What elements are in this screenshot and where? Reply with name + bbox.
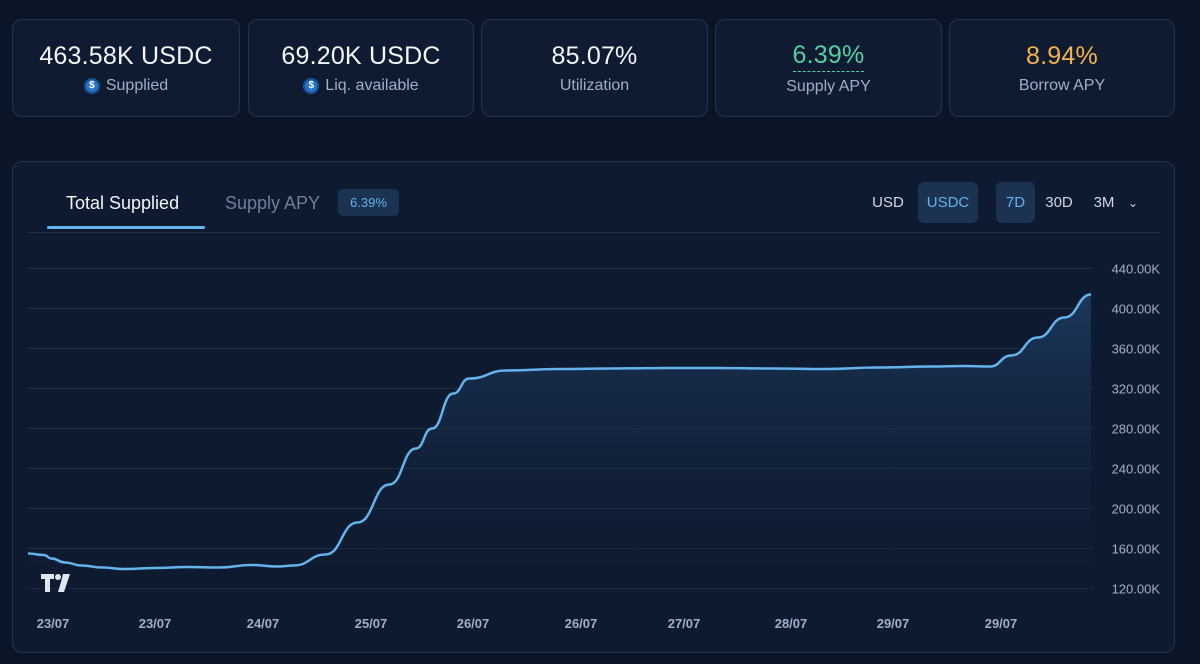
x-tick-label: 24/07 bbox=[247, 616, 280, 631]
range-30d-button[interactable]: 30D bbox=[1045, 194, 1073, 211]
stat-label: Supplied bbox=[105, 76, 169, 94]
stat-label: Borrow APY bbox=[1018, 76, 1106, 94]
x-axis: 23/07 23/07 24/07 25/07 26/07 26/07 27/07 28/07… bbox=[37, 616, 1018, 631]
stat-card-utilization: 85.07% Utilization bbox=[481, 19, 708, 117]
stat-card-borrow-apy: 8.94% Borrow APY bbox=[949, 19, 1175, 117]
x-tick-label: 29/07 bbox=[985, 616, 1018, 631]
y-tick-label: 440.00K bbox=[1112, 262, 1161, 277]
stat-value: 69.20K USDC bbox=[281, 41, 441, 70]
stat-label: Liq. available bbox=[325, 76, 419, 94]
chart-panel: Total Supplied Supply APY 6.39% USD USDC… bbox=[12, 161, 1175, 653]
tradingview-logo bbox=[41, 574, 70, 592]
y-tick-label: 120.00K bbox=[1112, 582, 1161, 597]
chart-svg: 120.00K 160.00K 200.00K 240.00K 280.00K 320.0… bbox=[27, 262, 1161, 631]
usdc-icon: $ bbox=[83, 77, 100, 94]
y-tick-label: 280.00K bbox=[1112, 422, 1161, 437]
y-tick-label: 360.00K bbox=[1112, 342, 1161, 357]
x-tick-label: 26/07 bbox=[565, 616, 598, 631]
area-fill bbox=[28, 294, 1091, 589]
tab-total-supplied[interactable]: Total Supplied bbox=[66, 193, 180, 213]
range-7d-button[interactable]: 7D bbox=[996, 182, 1035, 223]
x-tick-label: 23/07 bbox=[37, 616, 70, 631]
tab-supply-apy[interactable]: Supply APY bbox=[225, 193, 321, 213]
stat-value: 463.58K USDC bbox=[39, 41, 213, 70]
y-tick-label: 160.00K bbox=[1112, 542, 1161, 557]
range-3m-button[interactable]: 3M bbox=[1093, 194, 1115, 211]
tab-underline bbox=[47, 226, 205, 229]
x-tick-label: 26/07 bbox=[457, 616, 490, 631]
currency-usd-button[interactable]: USD bbox=[872, 194, 904, 211]
stat-label: Supply APY bbox=[786, 77, 871, 95]
stat-value[interactable]: 6.39% bbox=[792, 41, 865, 72]
currency-usdc-button[interactable]: USDC bbox=[918, 182, 978, 223]
apy-badge: 6.39% bbox=[338, 189, 399, 216]
chevron-down-icon[interactable]: ⌄ bbox=[1127, 195, 1139, 210]
tab-divider bbox=[27, 232, 1160, 233]
x-tick-label: 27/07 bbox=[668, 616, 701, 631]
y-tick-label: 400.00K bbox=[1112, 302, 1161, 317]
y-axis: 120.00K 160.00K 200.00K 240.00K 280.00K 320.0… bbox=[1112, 262, 1161, 597]
stat-card-supply-apy: 6.39% Supply APY bbox=[715, 19, 942, 117]
stat-card-liquidity: 69.20K USDC $ Liq. available bbox=[248, 19, 474, 117]
stat-value: 85.07% bbox=[551, 41, 638, 70]
stat-value: 8.94% bbox=[1026, 41, 1098, 70]
series-line bbox=[27, 293, 1092, 571]
x-tick-label: 28/07 bbox=[775, 616, 808, 631]
stats-bar: 463.58K USDC $ Supplied 69.20K USDC $ Li… bbox=[12, 19, 1175, 117]
y-tick-label: 240.00K bbox=[1112, 462, 1161, 477]
x-tick-label: 23/07 bbox=[139, 616, 172, 631]
x-tick-label: 25/07 bbox=[355, 616, 388, 631]
usdc-icon: $ bbox=[303, 77, 320, 94]
stat-card-supplied: 463.58K USDC $ Supplied bbox=[12, 19, 240, 117]
x-tick-label: 29/07 bbox=[877, 616, 910, 631]
y-tick-label: 200.00K bbox=[1112, 502, 1161, 517]
stat-label: Utilization bbox=[559, 76, 630, 94]
y-tick-label: 320.00K bbox=[1112, 382, 1161, 397]
